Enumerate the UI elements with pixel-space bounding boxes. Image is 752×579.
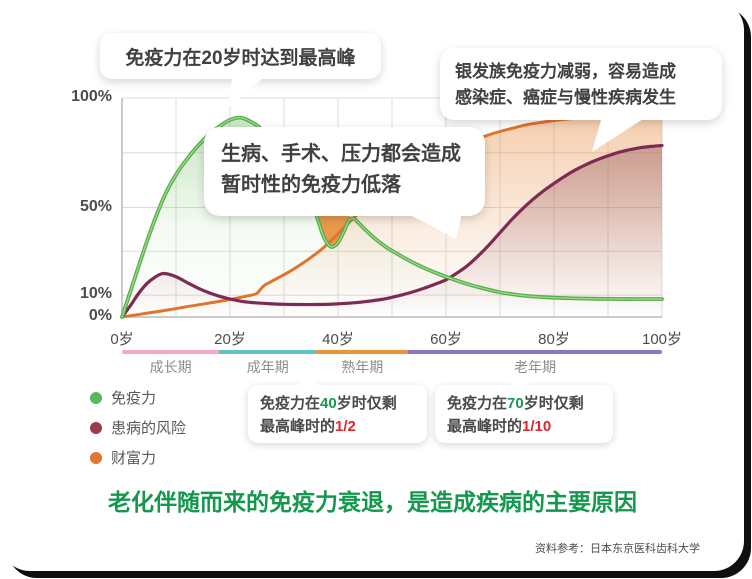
age-period-bar-segment xyxy=(408,350,662,354)
age-period-label: 成年期 xyxy=(246,359,289,375)
immunity-dot-icon xyxy=(90,391,102,404)
legend-item-disease-risk: 患病的风险 xyxy=(90,417,186,438)
callout-line: 最高峰时的1/10 xyxy=(447,417,552,435)
age-value: 70 xyxy=(507,395,524,412)
legend-item-wealth: 财富力 xyxy=(90,447,186,468)
callout-line: 免疫力在40岁时仅剩 xyxy=(260,395,397,412)
legend: 免疫力 患病的风险 财富力 xyxy=(90,387,186,477)
legend-label: 患病的风险 xyxy=(111,420,187,437)
age-period-segment: 成年期 xyxy=(219,350,317,377)
legend-item-immunity: 免疫力 xyxy=(90,387,186,408)
wealth-dot-icon xyxy=(90,451,102,464)
x-tick-label: 100岁 xyxy=(641,331,683,348)
age-period-segment: 熟年期 xyxy=(316,350,409,377)
y-tick-label: 50% xyxy=(79,198,112,215)
age-period-label: 老年期 xyxy=(514,359,557,375)
callout-immunity-at-70: 免疫力在70岁时仅剩 最高峰时的1/10 xyxy=(435,385,613,443)
age-period-bar: 成长期 成年期 熟年期 老年期 xyxy=(122,350,662,377)
callout-70-tail-icon xyxy=(508,376,532,387)
age-value: 40 xyxy=(320,395,337,412)
disease-risk-area xyxy=(122,145,662,317)
x-tick-label: 80岁 xyxy=(538,331,570,348)
speech-bubble-temporary-drop: 生病、手术、压力都会造成 暂时性的免疫力低落 xyxy=(204,127,485,216)
x-tick-label: 40岁 xyxy=(322,331,354,348)
x-tick-label: 0岁 xyxy=(110,331,134,348)
x-tick-label: 20岁 xyxy=(214,331,246,348)
callout-40-tail-icon xyxy=(296,376,320,387)
disease-risk-dot-icon xyxy=(90,421,102,434)
age-period-bar-segment xyxy=(316,350,409,354)
age-period-label: 熟年期 xyxy=(341,359,384,375)
callout-line: 最高峰时的1/2 xyxy=(260,417,356,435)
age-period-segment: 老年期 xyxy=(408,350,662,377)
x-tick-label: 60岁 xyxy=(430,331,462,348)
speech-bubble-senior-line1: 银发族免疫力减弱，容易造成 xyxy=(455,62,676,81)
y-tick-label: 10% xyxy=(79,285,112,302)
callout-line: 免疫力在70岁时仅剩 xyxy=(447,395,584,412)
legend-label: 免疫力 xyxy=(111,390,157,407)
speech-bubble-peak: 免疫力在20岁时达到最高峰 xyxy=(100,33,381,79)
callout-immunity-at-40: 免疫力在40岁时仅剩 最高峰时的1/2 xyxy=(248,385,427,443)
headline: 老化伴随而来的免疫力衰退，是造成疾病的主要原因 xyxy=(108,489,637,515)
disease-risk-line xyxy=(120,143,664,319)
y-tick-label: 0% xyxy=(88,307,112,324)
age-period-segment: 成长期 xyxy=(122,350,220,377)
fraction-value: 1/2 xyxy=(335,417,356,435)
y-tick-label: 100% xyxy=(71,88,112,105)
speech-bubble-senior: 银发族免疫力减弱，容易造成 感染症、癌症与慢性疾病发生 xyxy=(440,48,722,120)
speech-bubble-temporary-line1: 生病、手术、压力都会造成 xyxy=(221,143,461,165)
speech-bubble-temporary-line2: 暂时性的免疫力低落 xyxy=(221,174,401,196)
age-period-bar-segment xyxy=(122,350,220,354)
fraction-value: 1/10 xyxy=(522,417,552,435)
age-period-label: 成长期 xyxy=(149,359,192,375)
source-reference: 资料参考：日本东京医科齿科大学 xyxy=(535,543,700,555)
speech-bubble-peak-text: 免疫力在20岁时达到最高峰 xyxy=(125,47,356,69)
age-period-bar-segment xyxy=(219,350,317,354)
speech-bubble-senior-line2: 感染症、癌症与慢性疾病发生 xyxy=(455,88,676,108)
legend-label: 财富力 xyxy=(111,450,157,467)
